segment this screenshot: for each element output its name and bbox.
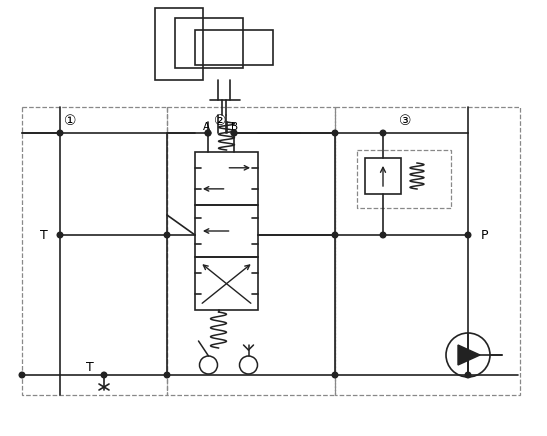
Text: T: T (40, 228, 48, 242)
Circle shape (465, 372, 471, 378)
Circle shape (205, 130, 211, 136)
Circle shape (231, 130, 237, 136)
Circle shape (164, 372, 170, 378)
Circle shape (380, 232, 386, 238)
Bar (357, 150, 451, 208)
Circle shape (332, 130, 338, 136)
Text: T: T (86, 361, 94, 374)
Text: ③: ③ (399, 114, 411, 128)
Circle shape (231, 130, 237, 136)
Circle shape (380, 130, 386, 136)
Bar (335, 107, 520, 395)
Bar (175, 18, 243, 68)
Bar (167, 107, 335, 395)
Circle shape (19, 372, 25, 378)
Circle shape (332, 232, 338, 238)
Text: ②: ② (214, 114, 226, 128)
Circle shape (465, 232, 471, 238)
Bar (195, 30, 273, 65)
Circle shape (57, 232, 63, 238)
Text: A: A (202, 122, 210, 132)
Text: ①: ① (64, 114, 76, 128)
Circle shape (205, 130, 211, 136)
Circle shape (101, 372, 107, 378)
Text: P: P (480, 228, 488, 242)
Bar (22, 107, 167, 395)
Circle shape (57, 130, 63, 136)
Bar (365, 158, 401, 194)
Bar (195, 204, 258, 257)
Bar (195, 257, 258, 310)
Text: B: B (231, 122, 238, 132)
Circle shape (164, 232, 170, 238)
Bar (195, 152, 258, 204)
Circle shape (332, 372, 338, 378)
Polygon shape (458, 345, 480, 365)
Bar (155, 8, 203, 80)
